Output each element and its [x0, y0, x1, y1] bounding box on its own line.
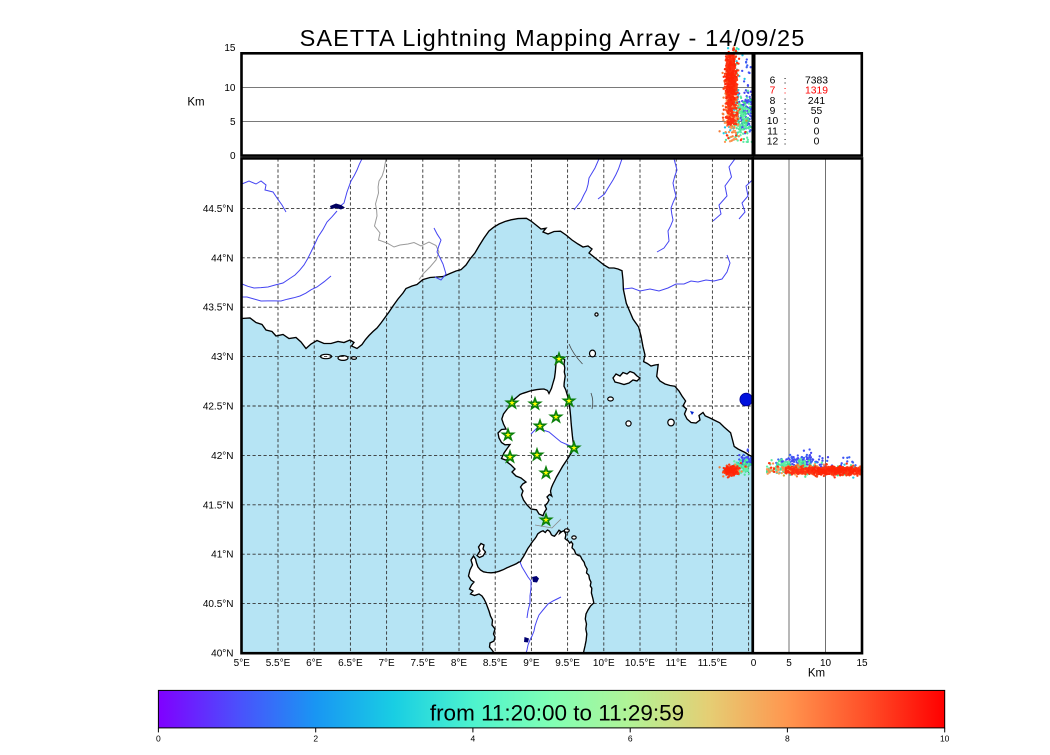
svg-text:41.5°N: 41.5°N — [203, 500, 234, 511]
svg-text:8: 8 — [770, 96, 776, 107]
svg-text:8: 8 — [785, 734, 790, 744]
svg-text:6: 6 — [628, 734, 633, 744]
svg-text:10: 10 — [820, 658, 832, 669]
svg-text:6: 6 — [770, 75, 776, 86]
svg-text:4: 4 — [471, 734, 476, 744]
svg-text:55: 55 — [811, 106, 823, 117]
svg-text::: : — [784, 116, 787, 127]
svg-text::: : — [784, 86, 787, 97]
svg-text::: : — [784, 126, 787, 137]
svg-text:41°N: 41°N — [211, 550, 233, 561]
svg-text:0: 0 — [156, 734, 161, 744]
svg-text:9: 9 — [770, 106, 776, 117]
svg-text:44°N: 44°N — [211, 253, 233, 264]
svg-text:11°E: 11°E — [666, 658, 687, 669]
svg-text:5°E: 5°E — [234, 658, 251, 669]
svg-text:0: 0 — [814, 126, 820, 137]
svg-text:11: 11 — [767, 126, 778, 137]
svg-text::: : — [784, 106, 787, 117]
svg-text:2: 2 — [313, 734, 318, 744]
svg-text:Km: Km — [808, 668, 825, 680]
svg-text:11.5°E: 11.5°E — [698, 658, 728, 669]
svg-text:0: 0 — [751, 658, 757, 669]
svg-text:9.5°E: 9.5°E — [555, 658, 580, 669]
svg-text:Km: Km — [187, 97, 204, 109]
svg-text:42.5°N: 42.5°N — [203, 402, 234, 413]
svg-text:10: 10 — [224, 83, 236, 94]
svg-text:7: 7 — [770, 86, 776, 97]
svg-text:8.5°E: 8.5°E — [483, 658, 508, 669]
svg-text:42°N: 42°N — [211, 451, 233, 462]
svg-text::: : — [784, 137, 787, 148]
svg-text:6.5°E: 6.5°E — [338, 658, 363, 669]
svg-text:8°E: 8°E — [451, 658, 468, 669]
svg-text:7.5°E: 7.5°E — [411, 658, 436, 669]
svg-text:0: 0 — [230, 151, 236, 162]
svg-text:9°E: 9°E — [523, 658, 540, 669]
svg-text:44.5°N: 44.5°N — [203, 204, 234, 215]
svg-text:5.5°E: 5.5°E — [266, 658, 291, 669]
svg-text:10°E: 10°E — [593, 658, 615, 669]
svg-text:241: 241 — [808, 96, 825, 107]
svg-text:0: 0 — [814, 116, 820, 127]
svg-text:10: 10 — [940, 734, 950, 744]
svg-text:6°E: 6°E — [306, 658, 323, 669]
svg-text:40°N: 40°N — [211, 649, 233, 660]
svg-text:5: 5 — [230, 117, 236, 128]
svg-text::: : — [784, 96, 787, 107]
svg-text:0: 0 — [814, 137, 820, 148]
svg-text:from 11:20:00 to 11:29:59: from 11:20:00 to 11:29:59 — [430, 701, 684, 726]
svg-text:10: 10 — [767, 116, 779, 127]
svg-text:5: 5 — [786, 658, 792, 669]
svg-text:1319: 1319 — [805, 86, 828, 97]
svg-text:43.5°N: 43.5°N — [203, 303, 234, 314]
svg-text:7°E: 7°E — [378, 658, 395, 669]
svg-text:7383: 7383 — [805, 75, 828, 86]
svg-text:12: 12 — [767, 137, 779, 148]
svg-text:40.5°N: 40.5°N — [203, 599, 234, 610]
svg-text:SAETTA Lightning Mapping Array: SAETTA Lightning Mapping Array - 14/09/2… — [300, 25, 806, 51]
svg-text:10.5°E: 10.5°E — [625, 658, 655, 669]
svg-text:15: 15 — [856, 658, 868, 669]
svg-text:43°N: 43°N — [211, 352, 233, 363]
svg-text::: : — [784, 75, 787, 86]
svg-text:15: 15 — [224, 43, 236, 54]
